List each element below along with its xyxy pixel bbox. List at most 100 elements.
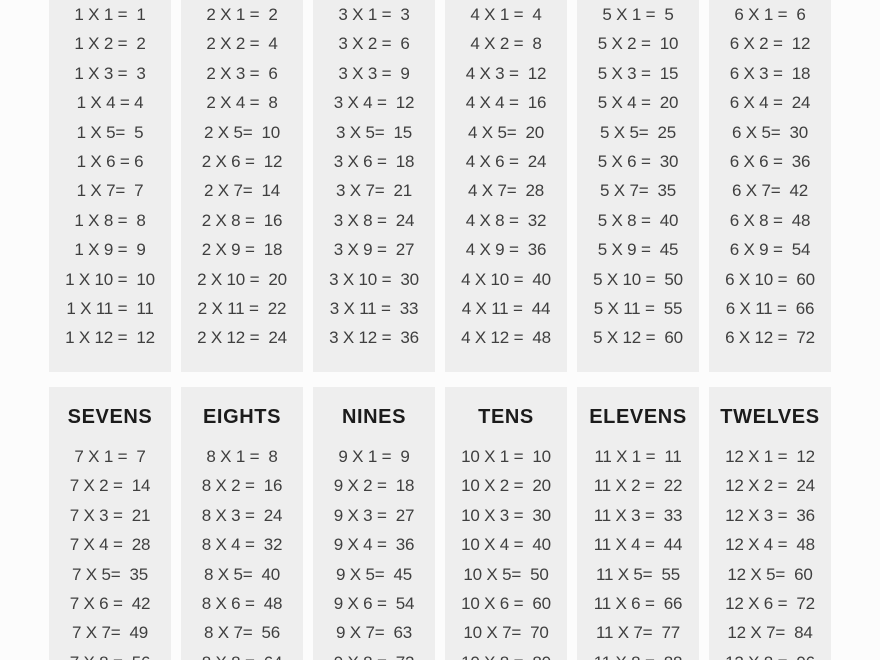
equation-row: 5 X 6 = 30 xyxy=(597,151,679,171)
equation-row: 9 X 7= 63 xyxy=(336,623,412,643)
equation-row: 11 X 2 = 22 xyxy=(593,476,683,496)
equation-row: 1 X 7= 7 xyxy=(76,181,144,201)
equation-row: 3 X 10 = 30 xyxy=(329,269,419,289)
table-card-top-2: 2 X 1 = 2 2 X 2 = 4 2 X 3 = 6 2 X 4 = 8 2 X … xyxy=(181,0,303,372)
equation-row: 8 X 4 = 32 xyxy=(201,535,283,555)
equation-row: 6 X 3 = 18 xyxy=(729,63,811,83)
table-title: TWELVES xyxy=(720,406,820,428)
equation-row: 12 X 4 = 48 xyxy=(725,535,815,555)
equation-row: 3 X 4 = 12 xyxy=(333,93,415,113)
table-title: ELEVENS xyxy=(589,406,687,428)
equation-row: 7 X 5= 35 xyxy=(72,564,148,584)
equation-row: 5 X 11 = 55 xyxy=(593,298,683,318)
equation-row: 1 X 10 = 10 xyxy=(65,269,155,289)
equation-row: 4 X 2 = 8 xyxy=(470,34,542,54)
equation-row: 4 X 9 = 36 xyxy=(465,240,547,260)
equation-row: 9 X 4 = 36 xyxy=(333,535,415,555)
equation-row: 6 X 8 = 48 xyxy=(729,210,811,230)
equation-row: 2 X 7= 14 xyxy=(204,181,280,201)
table-title: TENS xyxy=(478,406,534,428)
equation-row: 10 X 3 = 30 xyxy=(461,505,551,525)
equation-row: 4 X 1 = 4 xyxy=(470,5,542,24)
equation-row: 4 X 7= 28 xyxy=(468,181,544,201)
equation-row: 3 X 5= 15 xyxy=(336,122,412,142)
table-card-bottom-3: NINES 9 X 1 = 9 9 X 2 = 18 9 X 3 = 27 9 X 4 … xyxy=(313,387,435,660)
equation-rows: 1 X 1 = 1 1 X 2 = 2 1 X 3 = 3 1 X 4 = 4 1 X … xyxy=(49,0,171,353)
equation-row: 6 X 12 = 72 xyxy=(725,328,815,348)
equation-row: 1 X 6 = 6 xyxy=(76,151,144,171)
equation-row: 12 X 5= 60 xyxy=(727,564,813,584)
equation-row: 6 X 7= 42 xyxy=(732,181,808,201)
equation-row: 6 X 6 = 36 xyxy=(729,151,811,171)
equation-row: 5 X 10 = 50 xyxy=(593,269,683,289)
equation-row: 5 X 8 = 40 xyxy=(597,210,679,230)
equation-row: 1 X 1 = 1 xyxy=(74,5,146,24)
equation-row: 2 X 1 = 2 xyxy=(206,5,278,24)
equation-row: 9 X 1 = 9 xyxy=(338,447,410,466)
section-top: 1 X 1 = 1 1 X 2 = 2 1 X 3 = 3 1 X 4 = 4 1 X … xyxy=(49,0,831,372)
equation-row: 5 X 4 = 20 xyxy=(597,93,679,113)
equation-rows: 5 X 1 = 5 5 X 2 = 10 5 X 3 = 15 5 X 4 = 20 5… xyxy=(577,0,699,353)
equation-row: 3 X 6 = 18 xyxy=(333,151,415,171)
equation-row: 9 X 2 = 18 xyxy=(333,476,415,496)
table-title: SEVENS xyxy=(67,406,153,428)
equation-row: 8 X 1 = 8 xyxy=(206,447,278,466)
equation-row: 12 X 2 = 24 xyxy=(725,476,815,496)
equation-row: 9 X 3 = 27 xyxy=(333,505,415,525)
equation-row: 10 X 1 = 10 xyxy=(461,447,551,466)
table-card-bottom-4: TENS 10 X 1 = 10 10 X 2 = 20 10 X 3 = 30 10 … xyxy=(445,387,567,660)
equation-row: 8 X 6 = 48 xyxy=(201,593,283,613)
table-card-bottom-6: TWELVES 12 X 1 = 12 12 X 2 = 24 12 X 3 = 36… xyxy=(709,387,831,660)
equation-row: 1 X 11 = 11 xyxy=(66,298,154,318)
equation-row: 10 X 7= 70 xyxy=(463,623,549,643)
equation-row: 8 X 5= 40 xyxy=(204,564,280,584)
equation-row: 7 X 7= 49 xyxy=(72,623,148,643)
equation-row: 1 X 2 = 2 xyxy=(74,34,146,54)
equation-row: 3 X 9 = 27 xyxy=(333,240,415,260)
equation-row: 8 X 2 = 16 xyxy=(201,476,283,496)
equation-rows: 9 X 1 = 9 9 X 2 = 18 9 X 3 = 27 9 X 4 = 36 9… xyxy=(313,442,435,660)
equation-rows: 4 X 1 = 4 4 X 2 = 8 4 X 3 = 12 4 X 4 = 16 4 … xyxy=(445,0,567,353)
equation-row: 8 X 8 = 64 xyxy=(181,648,303,660)
table-card-top-1: 1 X 1 = 1 1 X 2 = 2 1 X 3 = 3 1 X 4 = 4 1 X … xyxy=(49,0,171,372)
table-card-bottom-1: SEVENS 7 X 1 = 7 7 X 2 = 14 7 X 3 = 21 7 X 4… xyxy=(49,387,171,660)
equation-row: 12 X 1 = 12 xyxy=(725,447,815,466)
equation-row: 7 X 2 = 14 xyxy=(69,476,151,496)
equation-row: 6 X 9 = 54 xyxy=(729,240,811,260)
equation-row: 5 X 12 = 60 xyxy=(593,328,683,348)
equation-row: 4 X 3 = 12 xyxy=(465,63,547,83)
table-title: EIGHTS xyxy=(202,406,282,428)
equation-row: 4 X 6 = 24 xyxy=(465,151,547,171)
equation-row: 3 X 1 = 3 xyxy=(338,5,410,24)
table-card-bottom-2: EIGHTS 8 X 1 = 8 8 X 2 = 16 8 X 3 = 24 8 X 4… xyxy=(181,387,303,660)
equation-row: 5 X 2 = 10 xyxy=(597,34,679,54)
equation-row: 1 X 5= 5 xyxy=(76,122,144,142)
equation-row: 11 X 5= 55 xyxy=(596,564,680,584)
equation-row: 5 X 1 = 5 xyxy=(602,5,674,24)
equation-row: 2 X 2 = 4 xyxy=(206,34,278,54)
equation-rows: 2 X 1 = 2 2 X 2 = 4 2 X 3 = 6 2 X 4 = 8 2 X … xyxy=(181,0,303,353)
section-bottom: SEVENS 7 X 1 = 7 7 X 2 = 14 7 X 3 = 21 7 X 4… xyxy=(49,387,831,660)
equation-row: 9 X 6 = 54 xyxy=(333,593,415,613)
equation-row: 2 X 3 = 6 xyxy=(206,63,278,83)
equation-row: 1 X 4 = 4 xyxy=(76,93,144,113)
equation-row: 1 X 9 = 9 xyxy=(74,240,146,260)
equation-row: 11 X 1 = 11 xyxy=(594,447,682,466)
equation-row: 1 X 8 = 8 xyxy=(74,210,146,230)
equation-row: 7 X 4 = 28 xyxy=(69,535,151,555)
equation-row: 2 X 4 = 8 xyxy=(206,93,278,113)
equation-row: 12 X 6 = 72 xyxy=(725,593,815,613)
table-card-bottom-5: ELEVENS 11 X 1 = 11 11 X 2 = 22 11 X 3 = 33… xyxy=(577,387,699,660)
equation-row: 4 X 4 = 16 xyxy=(465,93,547,113)
equation-row: 12 X 8 = 96 xyxy=(709,648,831,660)
equation-row: 11 X 3 = 33 xyxy=(593,505,683,525)
equation-row: 9 X 8 = 72 xyxy=(313,648,435,660)
equation-row: 3 X 2 = 6 xyxy=(338,34,410,54)
equation-rows: 3 X 1 = 3 3 X 2 = 6 3 X 3 = 9 3 X 4 = 12 3 X… xyxy=(313,0,435,353)
equation-row: 5 X 7= 35 xyxy=(600,181,676,201)
equation-row: 6 X 2 = 12 xyxy=(729,34,811,54)
equation-rows: 12 X 1 = 12 12 X 2 = 24 12 X 3 = 36 12 X 4 … xyxy=(709,442,831,660)
table-title: NINES xyxy=(341,406,407,428)
equation-rows: 7 X 1 = 7 7 X 2 = 14 7 X 3 = 21 7 X 4 = 28 7… xyxy=(49,442,171,660)
equation-row: 4 X 10 = 40 xyxy=(461,269,551,289)
